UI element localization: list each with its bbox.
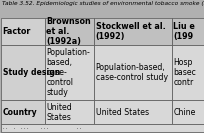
Bar: [1, 100, 45, 124]
Text: Country: Country: [3, 108, 37, 117]
Bar: [45, 45, 94, 100]
Text: Hosp
basec
contr: Hosp basec contr: [173, 58, 196, 87]
Bar: [94, 18, 172, 45]
Text: Brownson
et al.
(1992a): Brownson et al. (1992a): [46, 17, 91, 46]
Text: . .    .    . . .        . . .                   . .: . . . . . . . . . . .: [3, 125, 81, 130]
Text: Table 3.52. Epidemiologic studies of environmental tobacco smoke (ETS) and lung : Table 3.52. Epidemiologic studies of env…: [2, 1, 204, 6]
Text: Study design: Study design: [3, 68, 60, 77]
Bar: [1, 18, 45, 45]
Bar: [172, 18, 204, 45]
Bar: [94, 45, 172, 100]
Text: Liu e
(199: Liu e (199: [173, 22, 195, 41]
Text: Stockwell et al.
(1992): Stockwell et al. (1992): [96, 22, 165, 41]
Bar: [94, 100, 172, 124]
Bar: [172, 45, 204, 100]
Text: Factor: Factor: [3, 27, 31, 36]
Bar: [1, 124, 204, 132]
Bar: [45, 18, 94, 45]
Bar: [172, 100, 204, 124]
Bar: [1, 45, 45, 100]
Bar: [45, 100, 94, 124]
Text: Chine: Chine: [173, 108, 196, 117]
Bar: [0, 1, 204, 18]
Text: Population-
based,
case-
control
study: Population- based, case- control study: [46, 48, 90, 97]
Text: United
States: United States: [46, 103, 72, 122]
Text: Population-based,
case-control study: Population-based, case-control study: [96, 63, 168, 82]
Text: United States: United States: [96, 108, 149, 117]
